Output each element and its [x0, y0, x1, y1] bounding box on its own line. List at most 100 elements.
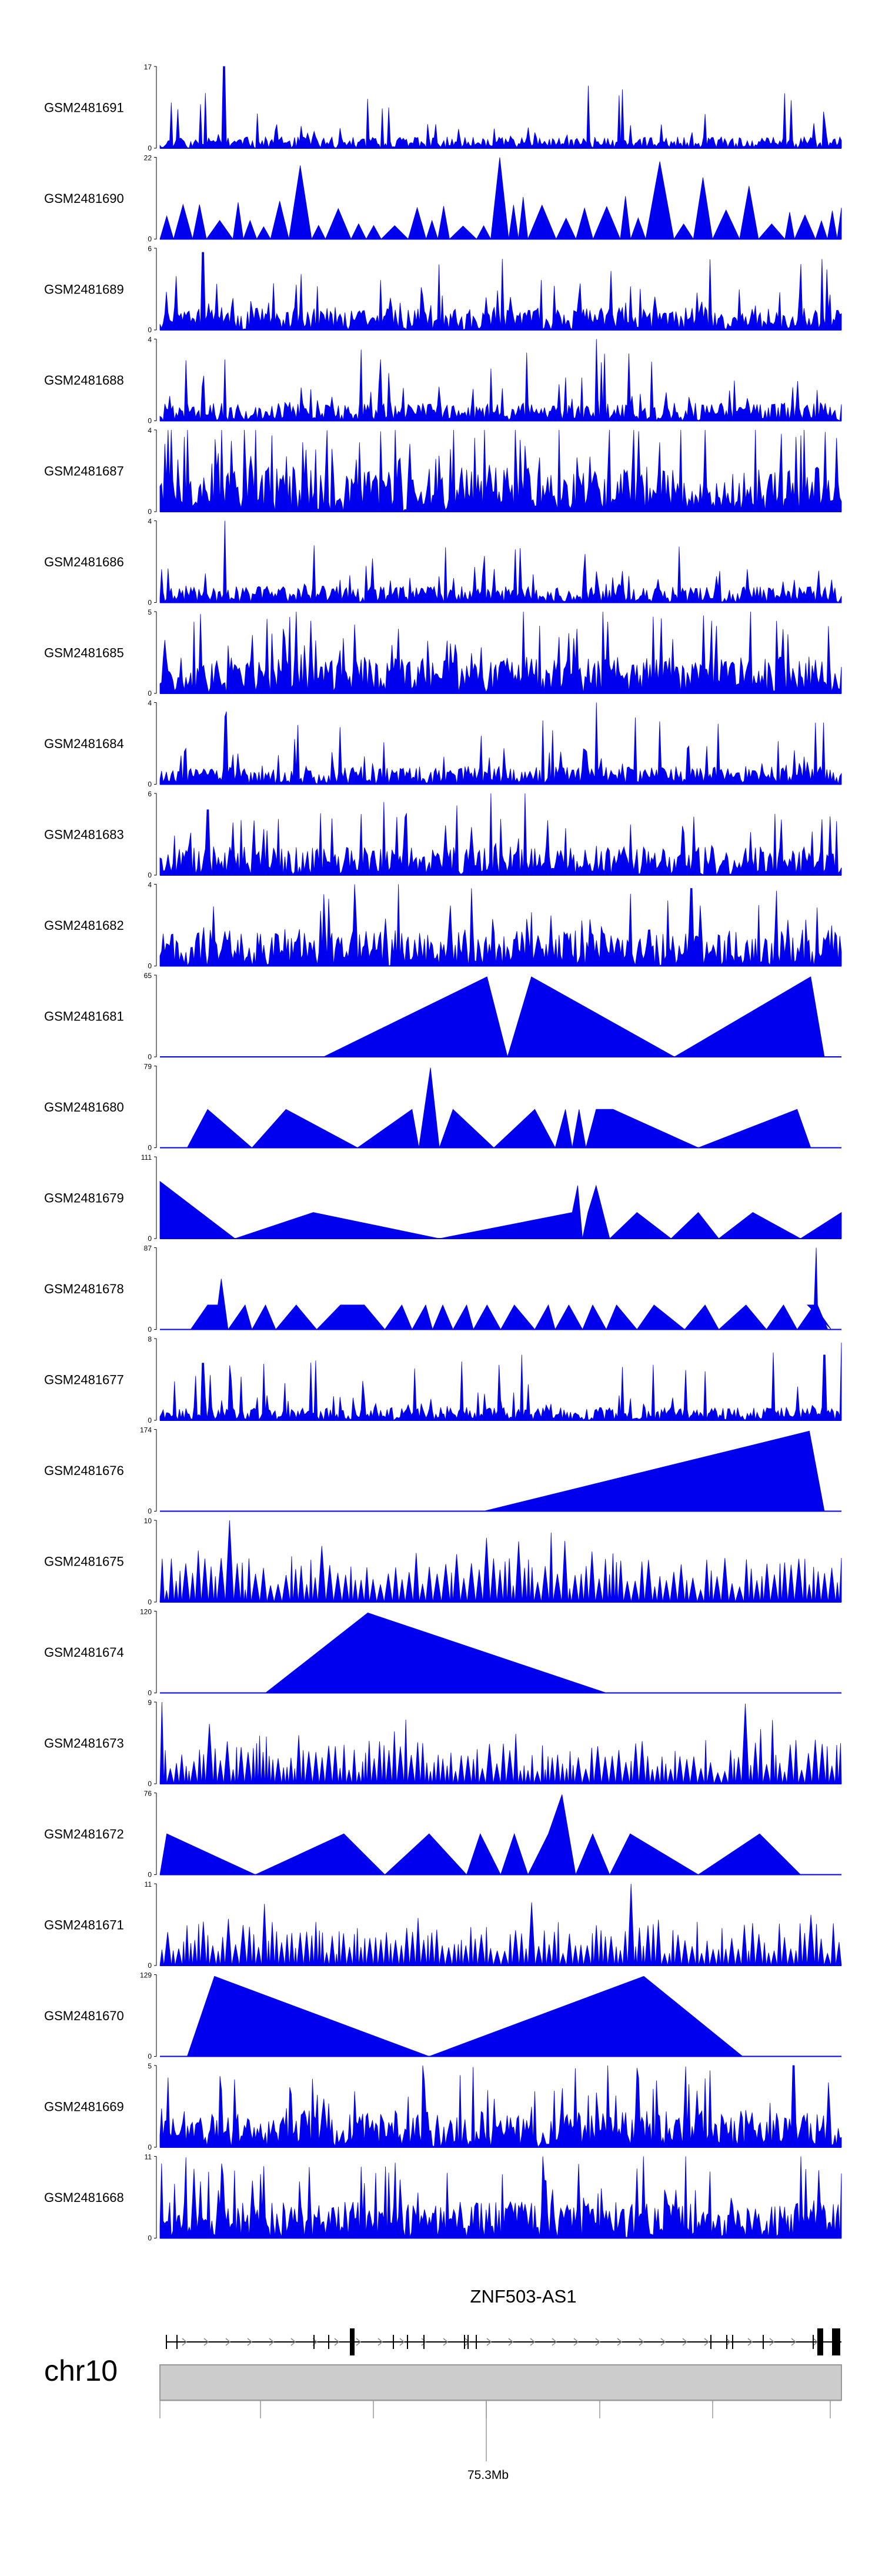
track-GSM2481668: GSM2481668 11 0	[44, 2153, 842, 2243]
track-label: GSM2481677	[44, 1373, 124, 1387]
strand-arrow	[704, 2338, 710, 2346]
track-GSM2481680: GSM2481680 79 0	[44, 1063, 841, 1152]
coverage-area	[159, 1794, 801, 1876]
track-label: GSM2481684	[44, 736, 124, 751]
gene-annotation: ZNF503-AS1	[166, 2286, 841, 2355]
exon	[813, 2335, 814, 2349]
strand-arrow	[530, 2338, 536, 2346]
track-GSM2481688: GSM2481688 4 0	[44, 336, 842, 425]
coverage-area	[159, 157, 842, 241]
track-GSM2481685: GSM2481685 5 0	[44, 608, 842, 698]
strand-arrow	[377, 2338, 383, 2346]
track-label: GSM2481690	[44, 191, 124, 206]
track-label: GSM2481682	[44, 918, 124, 933]
y-tick-label-max: 79	[144, 1063, 152, 1071]
exon	[710, 2335, 711, 2349]
track-label: GSM2481670	[44, 2008, 124, 2023]
y-tick-label-min: 0	[148, 1416, 152, 1424]
strand-arrow	[269, 2338, 275, 2346]
track-label: GSM2481688	[44, 373, 124, 388]
y-tick-label-min: 0	[148, 2053, 152, 2061]
coverage-area	[159, 884, 842, 967]
strand-arrow	[573, 2338, 579, 2346]
y-tick-label-max: 120	[140, 1608, 152, 1616]
y-tick-label-max: 111	[141, 1153, 152, 1162]
strand-arrow	[595, 2338, 601, 2346]
coverage-area	[186, 1976, 744, 2057]
track-GSM2481683: GSM2481683 6 0	[44, 790, 842, 879]
coverage-area	[265, 1612, 607, 1693]
track-GSM2481689: GSM2481689 6 0	[44, 245, 842, 334]
track-label: GSM2481672	[44, 1827, 124, 1841]
y-tick-label-min: 0	[148, 1689, 152, 1697]
track-GSM2481676: GSM2481676 174 0	[44, 1426, 841, 1516]
exon	[817, 2328, 823, 2355]
exon	[328, 2335, 329, 2349]
track-GSM2481677: GSM2481677 8 0	[44, 1335, 842, 1424]
strand-arrow	[421, 2338, 427, 2346]
y-tick-label-min: 0	[148, 2234, 152, 2243]
y-tick-label-max: 11	[145, 2153, 152, 2161]
y-tick-label-max: 9	[148, 1699, 152, 1707]
track-label: GSM2481678	[44, 1282, 124, 1296]
strand-arrow	[290, 2338, 296, 2346]
track-GSM2481686: GSM2481686 4 0	[44, 518, 842, 607]
y-tick-label-min: 0	[148, 1871, 152, 1879]
y-tick-label-max: 5	[148, 608, 152, 616]
coverage-area	[159, 1883, 842, 1966]
track-label: GSM2481689	[44, 282, 124, 297]
coverage-area	[159, 1520, 842, 1603]
strand-arrow	[791, 2338, 797, 2346]
track-label: GSM2481676	[44, 1463, 124, 1478]
coverage-area	[159, 2156, 842, 2238]
coverage-area	[190, 1247, 831, 1330]
y-tick-label-min: 0	[148, 1326, 152, 1334]
strand-arrow	[247, 2338, 253, 2346]
y-tick-label-min: 0	[148, 599, 152, 607]
y-tick-label-max: 4	[148, 699, 152, 708]
coverage-area	[186, 1067, 811, 1149]
genome-tick-label: 75.3Mb	[467, 2468, 509, 2482]
track-GSM2481674: GSM2481674 120 0	[44, 1608, 841, 1697]
y-tick-label-min: 0	[148, 417, 152, 425]
coverage-area	[159, 339, 842, 422]
track-GSM2481679: GSM2481679 111 0	[44, 1153, 842, 1243]
track-GSM2481669: GSM2481669 5 0	[44, 2062, 842, 2151]
exon	[407, 2335, 408, 2349]
strand-arrow	[182, 2338, 188, 2346]
strand-arrow	[747, 2338, 753, 2346]
coverage-area	[159, 252, 842, 331]
exon	[832, 2328, 840, 2355]
strand-arrow	[334, 2338, 340, 2346]
coverage-area	[159, 1342, 842, 1421]
strand-arrow	[660, 2338, 666, 2346]
exon	[467, 2335, 469, 2349]
coverage-area	[159, 1701, 842, 1785]
strand-arrow	[465, 2338, 470, 2346]
track-GSM2481678: GSM2481678 87 0	[44, 1244, 841, 1334]
coverage-area	[159, 793, 842, 876]
track-GSM2481681: GSM2481681 65 0	[44, 972, 841, 1061]
track-GSM2481675: GSM2481675 10 0	[44, 1517, 842, 1606]
y-tick-label-max: 8	[148, 1335, 152, 1343]
exon	[726, 2335, 727, 2349]
strand-arrow	[682, 2338, 688, 2346]
track-label: GSM2481674	[44, 1645, 124, 1660]
strand-arrow	[356, 2338, 362, 2346]
exon	[350, 2328, 355, 2355]
y-tick-label-min: 0	[148, 1598, 152, 1606]
strand-arrow	[726, 2338, 731, 2346]
y-tick-label-max: 87	[144, 1244, 152, 1253]
track-GSM2481673: GSM2481673 9 0	[44, 1699, 842, 1788]
y-tick-label-max: 4	[148, 336, 152, 344]
strand-arrow	[617, 2338, 623, 2346]
track-GSM2481671: GSM2481671 11 0	[44, 1880, 842, 1970]
exon	[176, 2335, 178, 2349]
strand-arrow	[552, 2338, 557, 2346]
exon	[476, 2335, 477, 2349]
coverage-area	[159, 429, 842, 512]
exon	[732, 2335, 733, 2349]
strand-arrow	[225, 2338, 231, 2346]
track-label: GSM2481683	[44, 827, 124, 842]
